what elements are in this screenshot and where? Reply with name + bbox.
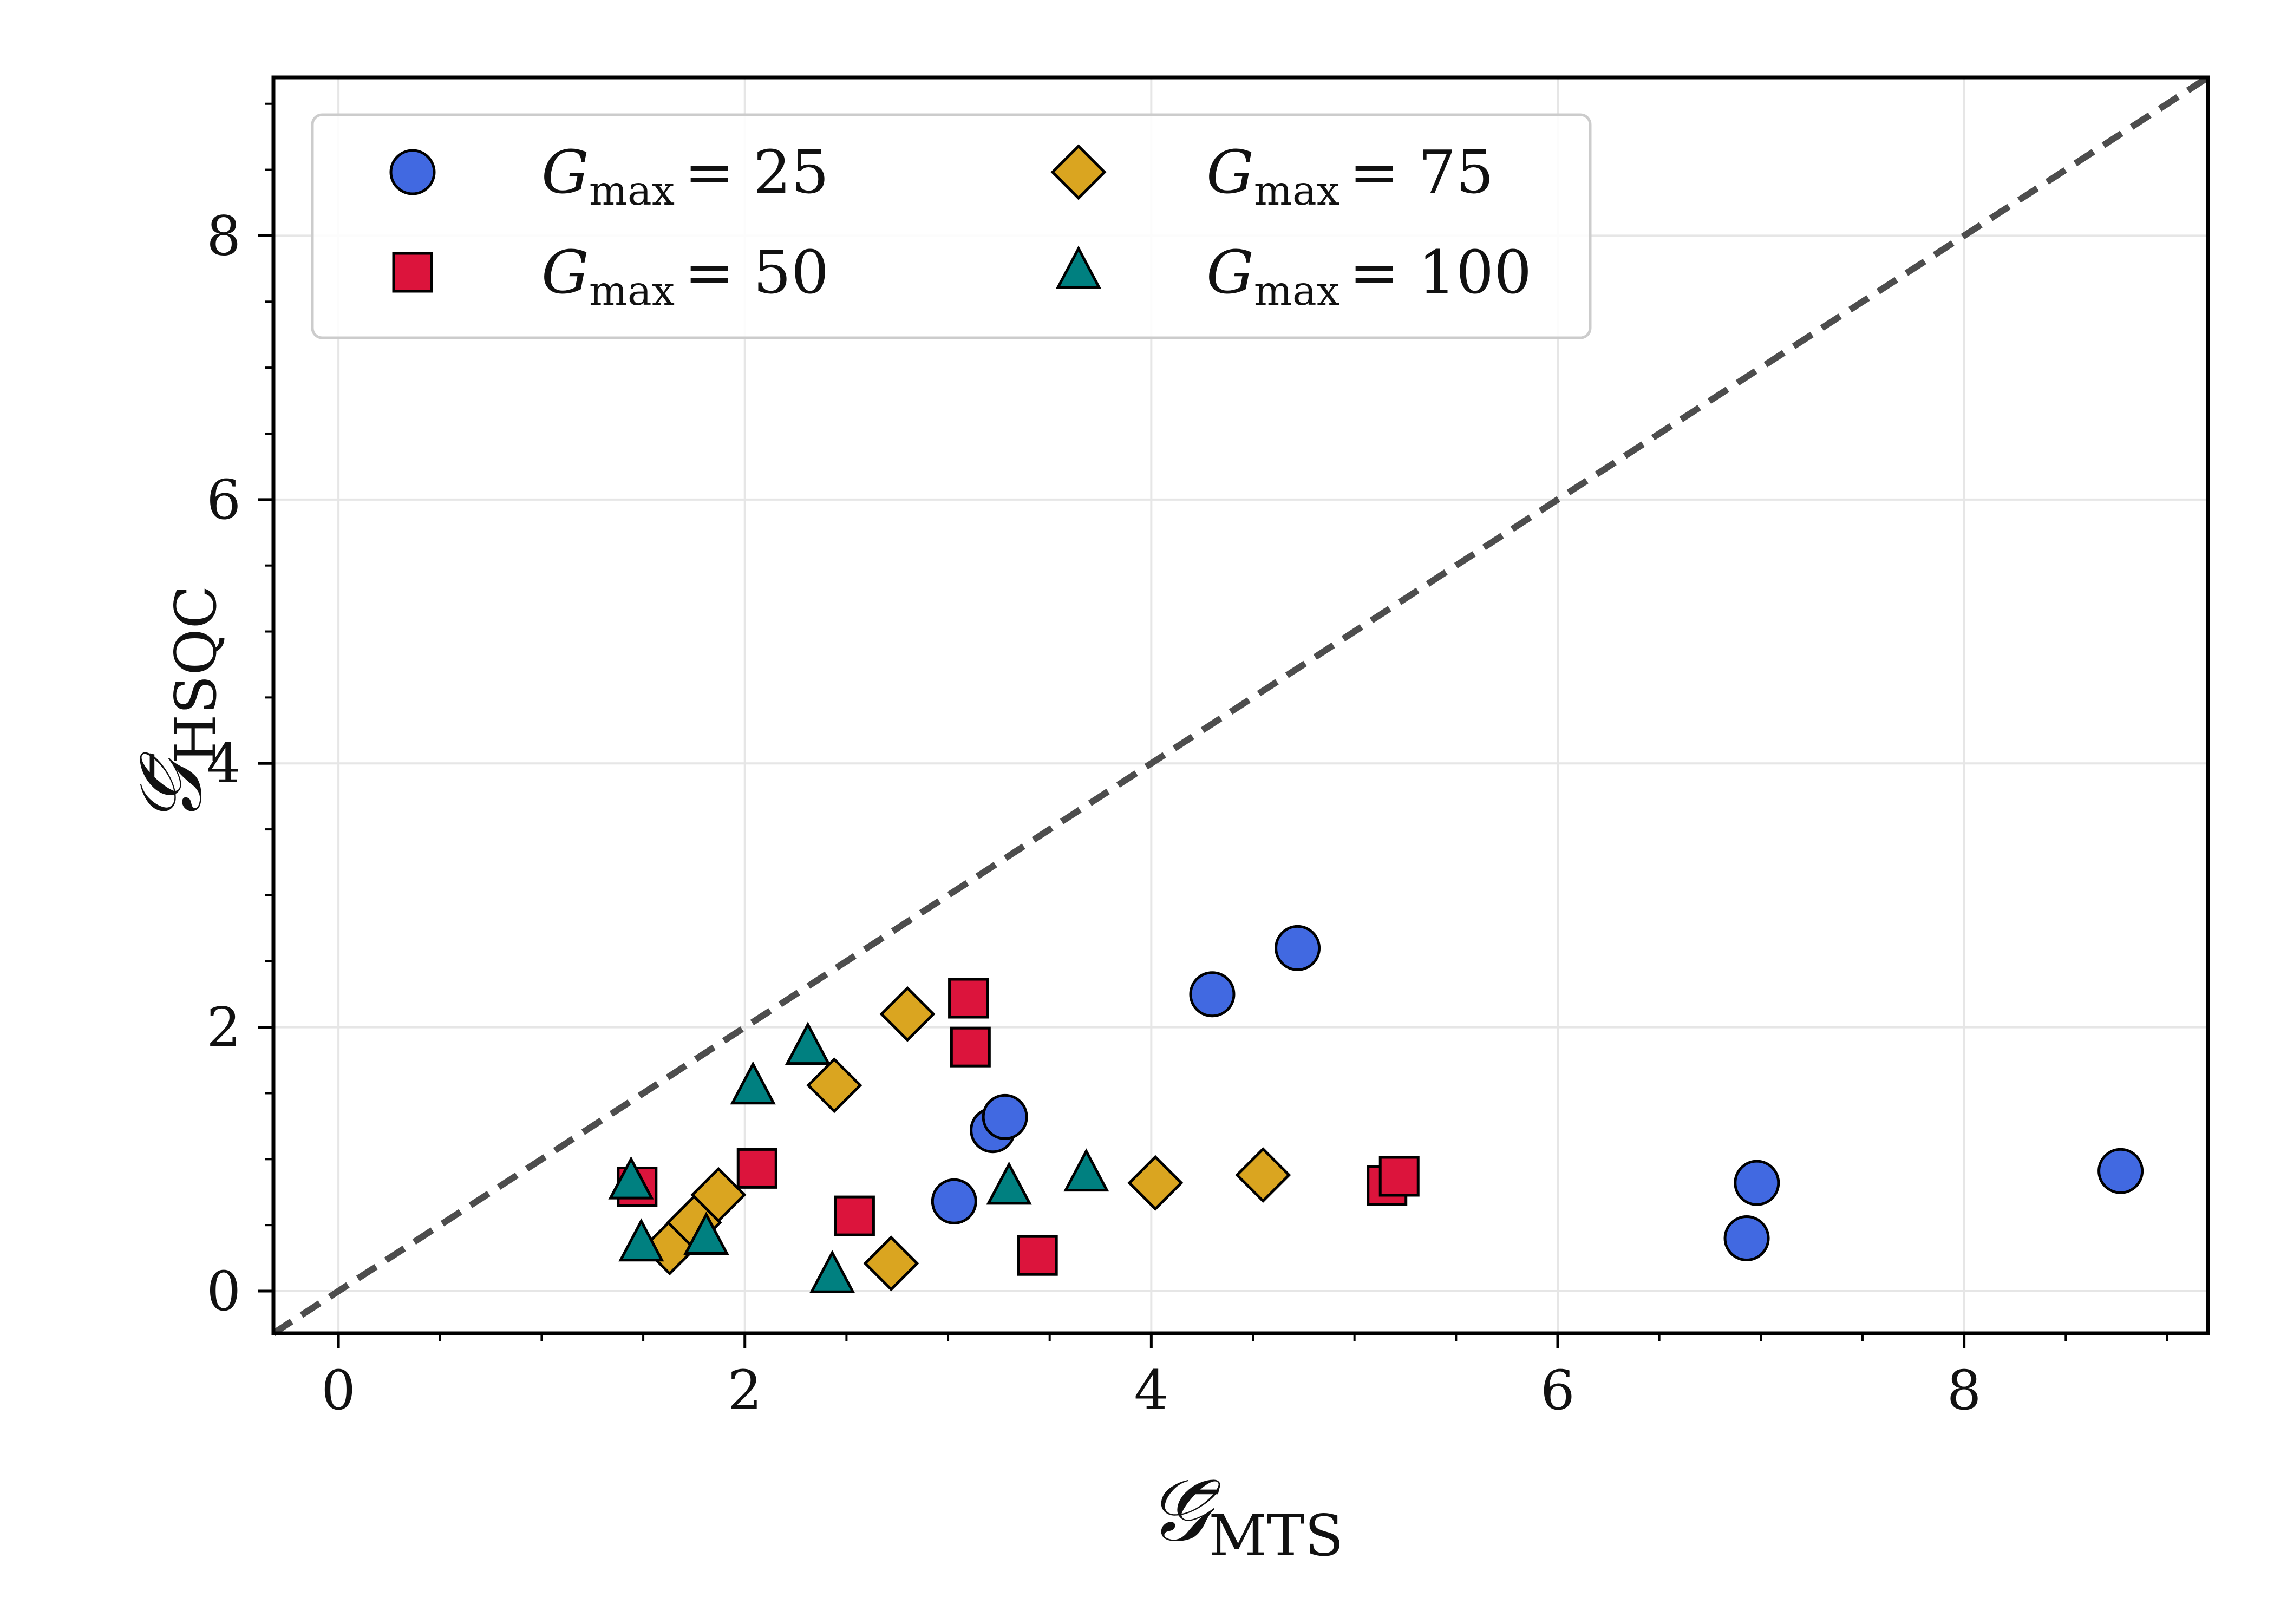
data-point-triangle <box>730 1061 776 1105</box>
data-point-diamond <box>690 1167 747 1223</box>
data-point-square <box>834 1195 875 1236</box>
legend-box <box>311 113 1592 339</box>
legend-label-var: G <box>541 137 589 207</box>
data-point-square <box>1378 1156 1420 1197</box>
data-point-diamond <box>1235 1147 1291 1203</box>
x-tick-label: 2 <box>728 1359 762 1422</box>
data-point-triangle <box>1063 1148 1109 1192</box>
y-tick-label: 0 <box>206 1260 241 1323</box>
legend-label-value: = 75 <box>1349 137 1494 207</box>
plot-frame <box>271 75 2210 1335</box>
y-tick-label: 6 <box>206 468 241 532</box>
legend-label-var: G <box>1206 238 1254 307</box>
legend-label-var: G <box>1206 137 1254 207</box>
legend-label-value: = 100 <box>1349 238 1532 307</box>
legend-label: Gmax = 75 <box>1206 137 1494 214</box>
legend-label: Gmax = 25 <box>541 137 829 214</box>
tick-labels: 0 2 4 6 8 0 2 4 6 8 <box>206 204 1981 1422</box>
legend-label-var: G <box>541 238 589 307</box>
legend-label: Gmax = 50 <box>541 238 829 315</box>
data-point-circle <box>1734 1160 1780 1206</box>
data-point-circle <box>1723 1215 1770 1262</box>
data-point-diamond <box>879 986 936 1042</box>
data-point-square <box>736 1148 777 1189</box>
axis-ticks <box>258 102 2168 1348</box>
series-circle <box>931 925 2144 1262</box>
legend-marker-circle <box>389 149 436 195</box>
data-point-triangle <box>683 1212 729 1255</box>
legend-item: Gmax = 25 <box>389 137 829 214</box>
legend-label: Gmax = 100 <box>1206 238 1532 315</box>
data-point-circle <box>2097 1148 2144 1194</box>
data-point-triangle <box>809 1249 855 1293</box>
legend-label-sub: max <box>1254 267 1339 315</box>
data-point-triangle <box>618 1218 664 1262</box>
legend-label-sub: max <box>589 267 675 315</box>
x-tick-label: 6 <box>1540 1359 1575 1422</box>
data-point-diamond <box>806 1057 862 1114</box>
legend-marker-triangle <box>1055 245 1102 289</box>
grid <box>273 77 2208 1333</box>
reference-line-layer <box>271 74 2210 1337</box>
x-axis-subscript: MTS <box>1208 1503 1343 1569</box>
y-tick-label: 2 <box>206 996 241 1059</box>
data-points <box>608 925 2144 1293</box>
data-point-circle <box>931 1178 977 1224</box>
data-point-diamond <box>1127 1155 1184 1211</box>
y-tick-label: 8 <box>206 204 241 267</box>
legend-label-value: = 50 <box>684 238 829 307</box>
legend-label-sub: max <box>589 167 675 214</box>
data-point-circle <box>1275 925 1321 971</box>
legend-marker-square <box>392 252 433 293</box>
x-tick-label: 4 <box>1134 1359 1169 1422</box>
data-point-triangle <box>785 1021 831 1065</box>
data-point-square <box>948 978 989 1019</box>
x-tick-label: 0 <box>321 1359 356 1422</box>
data-point-triangle <box>986 1161 1032 1205</box>
legend-item: Gmax = 100 <box>1055 238 1532 315</box>
legend-item: Gmax = 75 <box>1050 137 1494 214</box>
data-point-triangle <box>608 1156 654 1200</box>
legend-item: Gmax = 50 <box>392 238 829 315</box>
data-point-square <box>950 1026 991 1068</box>
y-tick-label: 4 <box>206 732 241 795</box>
series-triangle <box>608 1021 1109 1293</box>
legend-label-sub: max <box>1254 167 1339 214</box>
reference-line-y-equals-x <box>271 74 2210 1337</box>
data-point-diamond <box>863 1235 919 1292</box>
data-point-circle <box>1189 971 1236 1018</box>
y-axis-title: 𝒢̄HSQC <box>120 585 229 826</box>
legend-marker-diamond <box>1050 144 1107 200</box>
x-tick-label: 8 <box>1947 1359 1982 1422</box>
legend-label-value: = 25 <box>684 137 829 207</box>
y-axis-subscript: HSQC <box>163 585 229 764</box>
data-point-square <box>1017 1235 1058 1276</box>
data-point-circle <box>982 1093 1028 1140</box>
